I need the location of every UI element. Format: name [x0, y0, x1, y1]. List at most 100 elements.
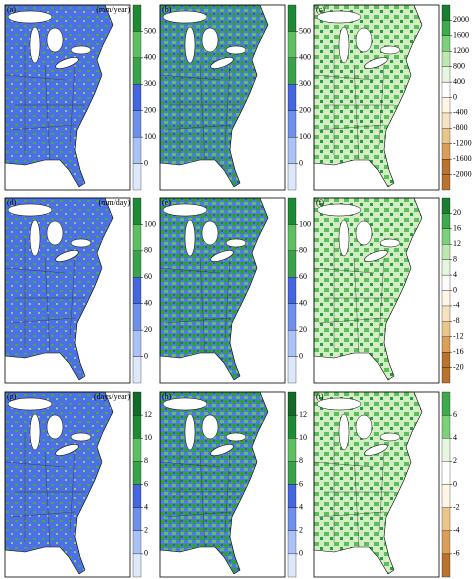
colorbar-label: 8 — [144, 456, 148, 465]
colorbar-label: 2 — [144, 526, 148, 535]
colorbar-segment — [441, 321, 451, 337]
colorbar-label: 12 — [453, 239, 461, 248]
colorbar-segment — [287, 438, 297, 462]
colorbar-segment — [132, 31, 142, 59]
colorbar-segment — [441, 553, 451, 578]
colorbar-segment — [287, 31, 297, 59]
panel-label: (i) — [316, 392, 324, 401]
colorbar-segment — [287, 277, 297, 304]
colorbar-label: 12 — [144, 410, 152, 419]
panel-label: (c) — [316, 5, 325, 14]
colorbar-segment — [132, 136, 142, 164]
colorbar-segment — [441, 128, 451, 144]
colorbar-segment — [287, 224, 297, 252]
colorbar-label: 100 — [299, 132, 311, 141]
colorbar-label: 100 — [144, 132, 156, 141]
colorbar-label: 40 — [299, 299, 307, 308]
colorbar-segment — [132, 277, 142, 304]
unit-label: (mm/year) — [96, 5, 130, 14]
colorbar-segment — [441, 352, 451, 368]
colorbar-segment — [441, 66, 451, 83]
colorbar-label: 200 — [299, 106, 311, 115]
colorbar-segment — [441, 336, 451, 353]
colorbar-segment — [132, 461, 142, 485]
colorbar-segment — [132, 414, 142, 439]
map — [4, 197, 131, 384]
colorbar-label: 20 — [144, 325, 152, 334]
colorbar-label: 0 — [299, 351, 303, 360]
colorbar-label: 0 — [144, 549, 148, 558]
map — [313, 4, 440, 191]
colorbar-segment — [441, 414, 451, 439]
colorbar-label: 500 — [299, 26, 311, 35]
colorbar-segment — [132, 553, 142, 578]
colorbar-segment — [441, 143, 451, 160]
colorbar-segment — [287, 163, 297, 191]
colorbar-segment — [132, 224, 142, 252]
map — [313, 391, 440, 578]
colorbar-label: 8 — [299, 456, 303, 465]
colorbar-label: 8 — [453, 254, 457, 263]
colorbar-segment — [287, 84, 297, 111]
colorbar-label: 10 — [299, 433, 307, 442]
unit-label: (mm/day) — [98, 198, 130, 207]
colorbar-segment — [441, 259, 451, 276]
colorbar-segment — [287, 303, 297, 331]
colorbar-segment — [441, 20, 451, 36]
colorbar-segment — [132, 110, 142, 138]
colorbar-label: 6 — [453, 410, 457, 419]
colorbar-label: 400 — [144, 53, 156, 62]
map — [159, 391, 286, 578]
colorbar-label: 16 — [453, 224, 461, 233]
colorbar-segment — [287, 484, 297, 508]
colorbar-label: -20 — [453, 362, 464, 371]
colorbar-segment — [441, 51, 451, 67]
colorbar-label: 4 — [453, 270, 457, 279]
colorbar-segment — [441, 274, 451, 291]
colorbar-segment — [287, 391, 297, 416]
colorbar-segment — [132, 530, 142, 555]
colorbar-label: 80 — [144, 246, 152, 255]
colorbar-label: 0 — [299, 158, 303, 167]
colorbar-label: 2000 — [453, 15, 469, 24]
map — [313, 197, 440, 384]
colorbar-segment — [441, 213, 451, 229]
colorbar-segment — [287, 57, 297, 85]
colorbar-segment — [441, 530, 451, 555]
colorbar-segment — [287, 4, 297, 32]
colorbar-label: 10 — [144, 433, 152, 442]
colorbar-label: 12 — [299, 410, 307, 419]
unit-label: (days/year) — [94, 392, 130, 401]
colorbar-segment — [287, 110, 297, 138]
colorbar-segment — [287, 356, 297, 384]
colorbar-segment — [287, 329, 297, 357]
colorbar-label: 60 — [299, 272, 307, 281]
colorbar-segment — [132, 329, 142, 357]
colorbar-label: 0 — [453, 479, 457, 488]
colorbar-segment — [132, 303, 142, 331]
colorbar-label: -400 — [453, 108, 468, 117]
colorbar-segment — [441, 159, 451, 175]
colorbar-segment — [441, 367, 451, 384]
colorbar-label: 1200 — [453, 46, 469, 55]
colorbar-label: -1200 — [453, 139, 472, 148]
colorbar-segment — [441, 305, 451, 322]
panel-label: (f) — [316, 198, 324, 207]
colorbar-segment — [441, 228, 451, 245]
colorbar-segment — [441, 290, 451, 307]
panel-label: (d) — [7, 198, 17, 207]
colorbar-segment — [132, 356, 142, 384]
colorbar-segment — [441, 244, 451, 260]
colorbar-label: 400 — [453, 77, 465, 86]
colorbar-segment — [132, 507, 142, 531]
colorbar-label: 1600 — [453, 31, 469, 40]
colorbar-label: 300 — [299, 79, 311, 88]
colorbar-label: 200 — [144, 106, 156, 115]
colorbar-label: 6 — [144, 479, 148, 488]
map — [4, 391, 131, 578]
colorbar-label: 80 — [299, 246, 307, 255]
colorbar-label: 6 — [299, 479, 303, 488]
colorbar-label: 2 — [299, 526, 303, 535]
colorbar-label: -6 — [453, 549, 460, 558]
